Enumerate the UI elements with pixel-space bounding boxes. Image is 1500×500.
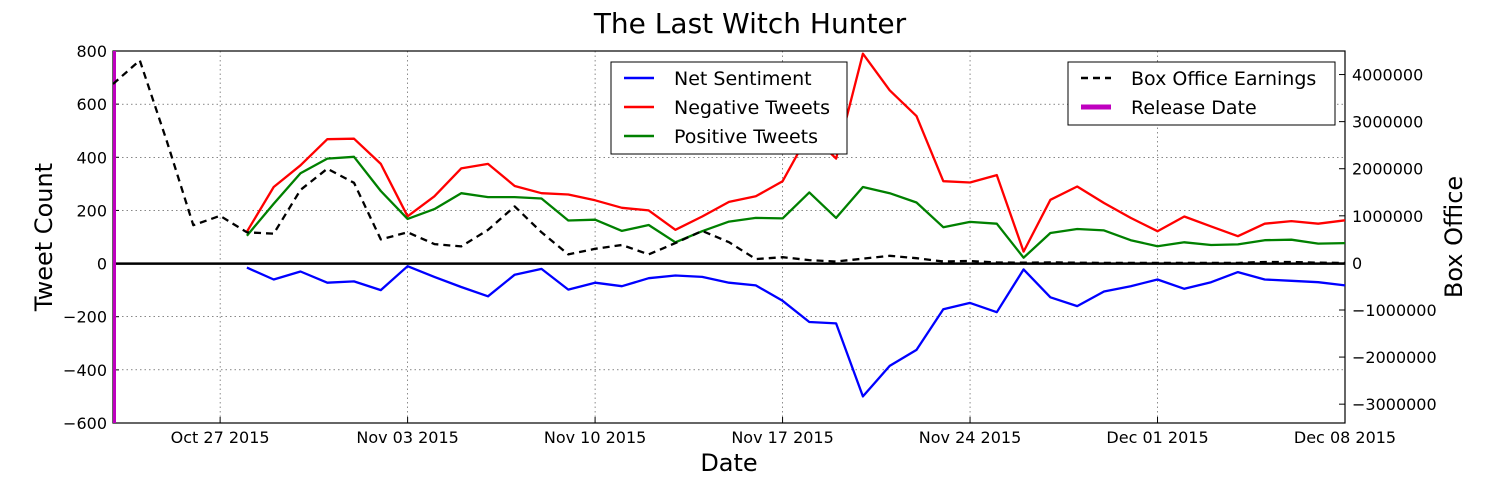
y2-tick-label: 4000000 xyxy=(1352,66,1423,85)
y-tick-label: −200 xyxy=(63,308,107,327)
x-tick-label: Dec 01 2015 xyxy=(1106,428,1208,447)
axes: Oct 27 2015 Nov 03 2015 Nov 10 2015 Nov 17 … xyxy=(63,42,1437,447)
series-line-positive-tweets xyxy=(246,155,1346,259)
series-line-box-office-earnings xyxy=(112,59,1346,265)
y-axis-label: Tweet Count xyxy=(30,163,58,312)
x-tick-label: Nov 10 2015 xyxy=(544,428,646,447)
legend-box xyxy=(1067,61,1336,126)
y-tick-label: −600 xyxy=(63,414,107,433)
x-tick-label: Nov 17 2015 xyxy=(731,428,833,447)
y2-tick-label: 3000000 xyxy=(1352,113,1423,132)
y2-tick-label: 2000000 xyxy=(1352,160,1423,179)
x-axis-label: Date xyxy=(700,449,757,477)
legend-label: Positive Tweets xyxy=(674,126,818,148)
x-tick-label: Dec 08 2015 xyxy=(1294,428,1396,447)
legend-label: Release Date xyxy=(1131,97,1257,119)
y-tick-label: −400 xyxy=(63,361,107,380)
y-tick-label: 400 xyxy=(76,148,107,167)
y-tick-label: 600 xyxy=(76,95,107,114)
x-tick-label: Nov 03 2015 xyxy=(356,428,458,447)
series-line-net-sentiment xyxy=(246,265,1346,398)
chart-title: The Last Witch Hunter xyxy=(593,7,907,40)
y2-axis-label: Box Office xyxy=(1440,176,1468,298)
y-tick-label: 0 xyxy=(97,255,107,274)
y2-tick-label: 1000000 xyxy=(1352,207,1423,226)
y2-tick-label: 0 xyxy=(1352,254,1362,273)
y-tick-label: 200 xyxy=(76,201,107,220)
y2-tick-label: −1000000 xyxy=(1352,301,1437,320)
y2-tick-label: −2000000 xyxy=(1352,348,1437,367)
legends: Net Sentiment Negative Tweets Positive Twe… xyxy=(610,61,1336,155)
series xyxy=(112,51,1346,423)
legend-label: Box Office Earnings xyxy=(1131,68,1316,90)
y2-tick-label: −3000000 xyxy=(1352,395,1437,414)
legend-label: Net Sentiment xyxy=(674,68,812,90)
x-tick-label: Oct 27 2015 xyxy=(171,428,270,447)
x-tick-label: Nov 24 2015 xyxy=(919,428,1021,447)
y-tick-label: 800 xyxy=(76,42,107,61)
series-line-negative-tweets xyxy=(245,52,1346,253)
legend-label: Negative Tweets xyxy=(674,97,830,119)
